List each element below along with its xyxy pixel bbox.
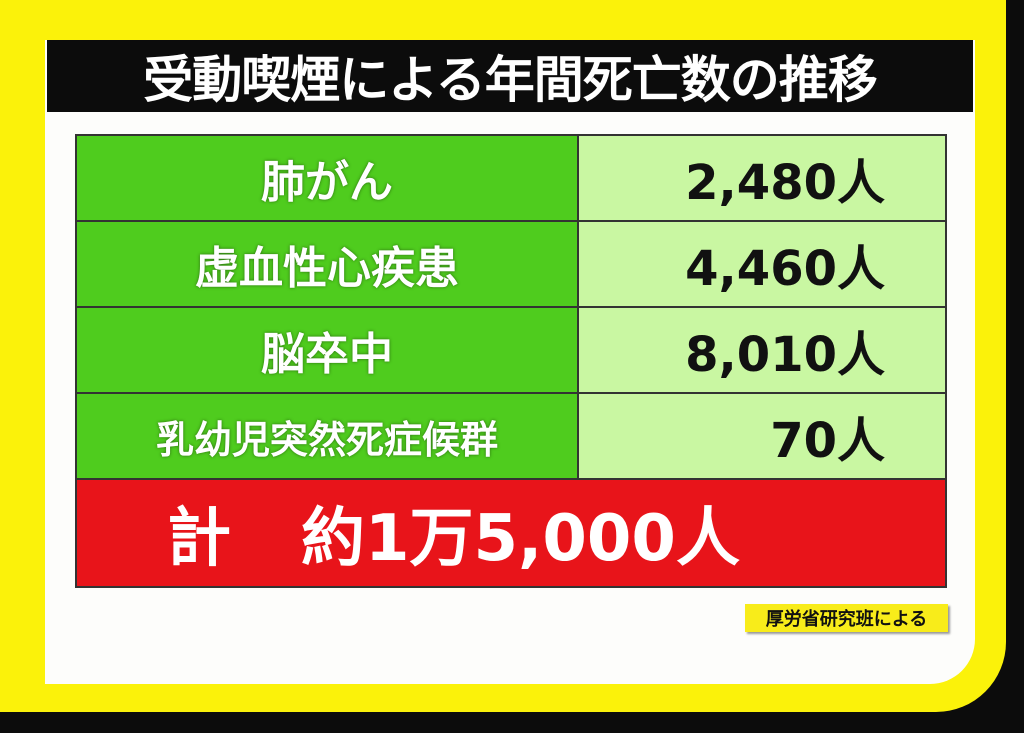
row-label: 脳卒中 — [77, 308, 579, 392]
total-label: 計 — [167, 502, 231, 576]
row-value: 70人 — [579, 394, 945, 478]
page-title: 受動喫煙による年間死亡数の推移 — [47, 40, 973, 112]
row-label: 乳幼児突然死症候群 — [77, 394, 579, 478]
row-label: 肺がん — [77, 136, 579, 220]
source-badge: 厚労省研究班による — [745, 604, 948, 632]
table-row: 脳卒中 8,010人 — [77, 308, 945, 394]
table-row: 乳幼児突然死症候群 70人 — [77, 394, 945, 480]
total-row: 計約1万5,000人 — [77, 480, 945, 586]
total-value: 約1万5,000人 — [301, 502, 740, 576]
row-label: 虚血性心疾患 — [77, 222, 579, 306]
table-row: 肺がん 2,480人 — [77, 136, 945, 222]
row-value: 8,010人 — [579, 308, 945, 392]
table-row: 虚血性心疾患 4,460人 — [77, 222, 945, 308]
row-value: 4,460人 — [579, 222, 945, 306]
data-table: 肺がん 2,480人 虚血性心疾患 4,460人 脳卒中 8,010人 乳幼児突然死症… — [75, 134, 947, 588]
row-value: 2,480人 — [579, 136, 945, 220]
